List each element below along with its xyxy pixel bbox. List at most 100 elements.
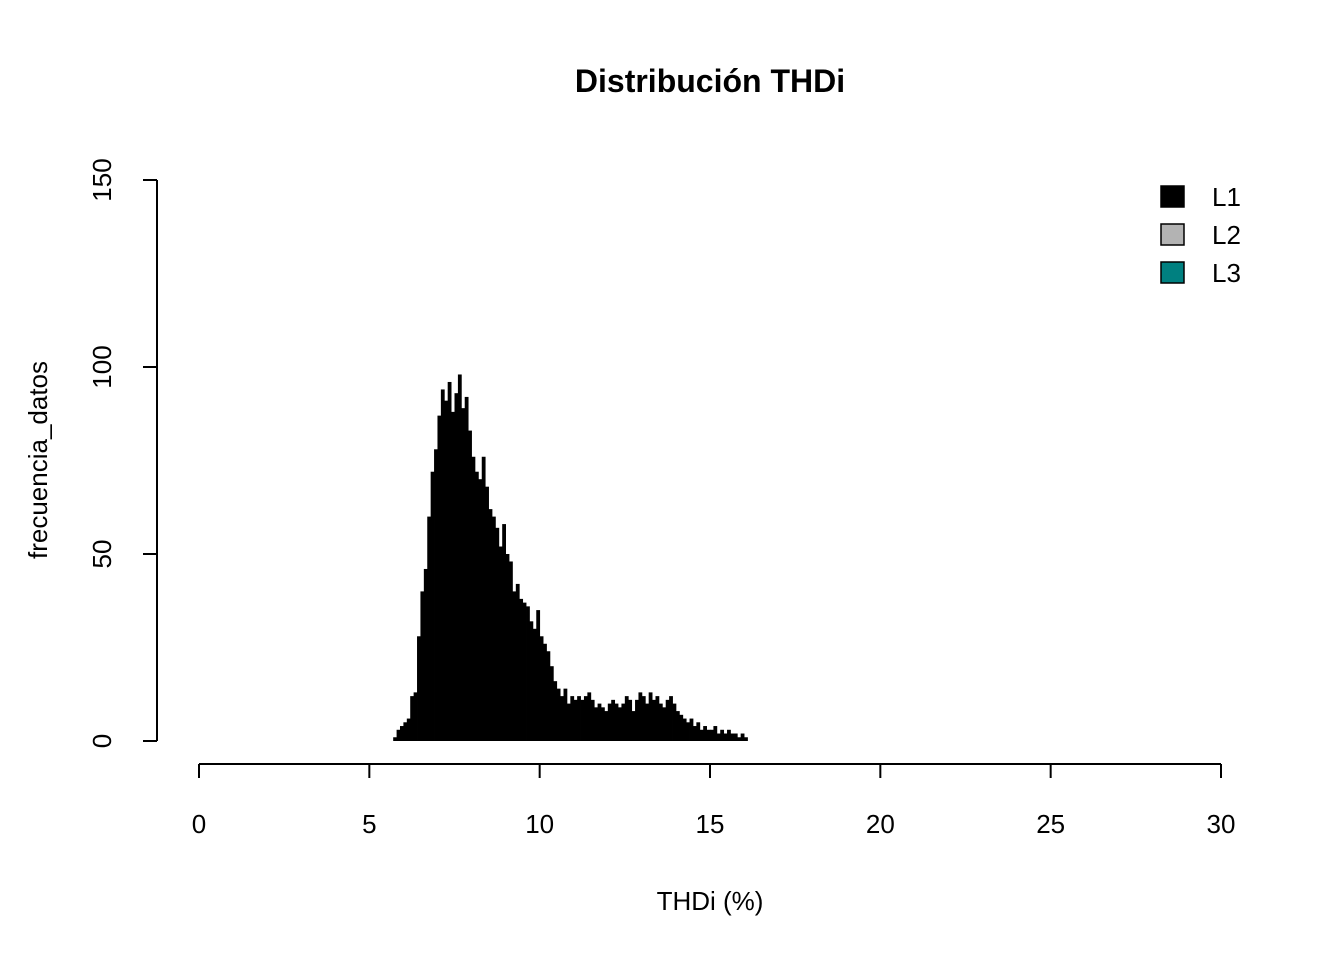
histogram-bar [434,449,438,741]
histogram-bar [689,718,694,741]
histogram-bar [430,471,435,741]
histogram-bar [631,711,636,741]
histogram-bar [457,374,462,741]
x-axis-label: THDi (%) [657,886,764,916]
legend-label: L2 [1212,220,1241,250]
histogram-bar [427,516,432,741]
histogram-bar [628,699,633,741]
histogram-bar [522,602,527,741]
histogram-bar [587,692,592,741]
histogram-bar [543,643,547,741]
histogram-bar [532,628,537,741]
histogram-bar [498,546,503,741]
histogram-bar [703,726,707,741]
histogram-bar [420,591,425,741]
histogram-bar [399,726,404,741]
histogram-bar [403,722,408,741]
x-tick-label: 25 [1036,809,1065,839]
histogram-bar [720,729,725,741]
histogram-bar [488,509,493,741]
x-tick-label: 5 [362,809,376,839]
histogram-bar [556,688,561,741]
histogram-bar [563,688,568,741]
histogram-bar [417,636,421,741]
histogram-bar [621,703,626,741]
histogram-bar [495,527,500,741]
histogram-bar [716,733,721,741]
histogram-bar [474,471,479,741]
histogram-bar [440,389,445,741]
chart-title: Distribución THDi [575,63,845,99]
histogram-bar [607,703,612,741]
histogram-bar [727,729,731,741]
histogram-bar [437,415,442,741]
histogram-bar [658,703,663,741]
histogram-bar [423,568,428,741]
x-tick-label: 30 [1207,809,1236,839]
legend-label: L1 [1212,182,1241,212]
y-tick-label: 50 [87,540,117,569]
histogram-bar [573,699,578,741]
legend: L1 L2 L3 [1160,182,1241,288]
histogram-bar [471,456,476,741]
legend-swatch [1160,223,1185,246]
histogram-bar [710,729,714,741]
histogram-bar [624,696,629,741]
histogram-bar [413,692,418,741]
histogram-bar [600,707,605,741]
histogram-bar [396,729,401,741]
histogram-bar [468,430,472,741]
histogram-bar [566,703,571,741]
histogram-bar [655,696,660,741]
histogram-bar [723,733,728,741]
histogram-bar [638,692,643,741]
histogram-bar [515,583,520,741]
histogram-bar [645,703,650,741]
histogram-bar [481,456,486,741]
histogram-bar [594,707,598,741]
histogram-bar [505,554,510,741]
histogram-bar [393,737,397,741]
x-tick-label: 0 [192,809,206,839]
histogram-bar [539,636,544,741]
legend-swatch [1160,185,1185,208]
legend-label: L3 [1212,258,1241,288]
histogram-bars [393,374,748,741]
histogram-bar [675,711,680,741]
histogram-bar [444,400,449,741]
histogram-bar [491,516,496,741]
histogram-bar [611,699,616,741]
histogram-bar [570,696,575,741]
histogram-bar [509,561,513,741]
histogram-bar [692,726,697,741]
histogram-bar [614,703,619,741]
histogram-bar [549,666,554,741]
y-tick-label: 100 [87,345,117,388]
histogram-bar [485,486,489,741]
x-axis: 0 5 10 15 20 25 30 [192,763,1236,839]
histogram-bar [618,707,622,741]
histogram-bar [553,681,558,741]
histogram-bar [529,621,534,741]
histogram-bar [536,610,541,741]
histogram-bar [451,411,455,741]
histogram-bar [696,722,701,741]
y-tick-label: 150 [87,158,117,201]
histogram-bar [672,703,677,741]
histogram-bar [410,696,415,741]
histogram-bar [577,696,581,741]
histogram-bar [665,699,670,741]
histogram-bar [478,479,483,741]
histogram-bar [461,408,466,741]
histogram-bar [686,722,690,741]
legend-swatch [1160,261,1185,284]
histogram-bar [737,737,742,741]
histogram-bar [733,733,738,741]
histogram-bar [635,699,639,741]
histogram-bar [641,696,646,741]
histogram-bar [580,699,585,741]
histogram-bar [679,714,684,741]
histogram-bar [526,606,530,741]
